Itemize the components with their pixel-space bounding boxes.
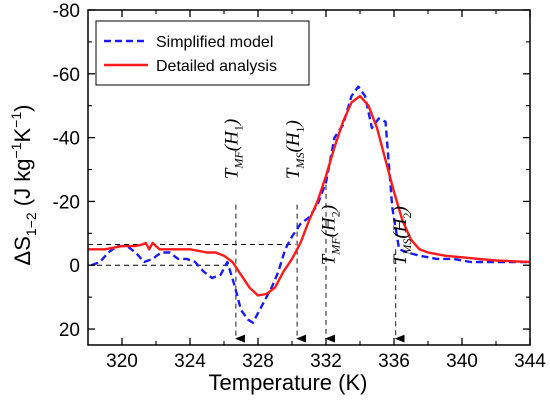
legend-label: Detailed analysis xyxy=(156,58,277,75)
y-tick-label: 20 xyxy=(59,320,80,341)
x-tick-label: 328 xyxy=(242,351,274,372)
axis-ticks: 320 324 328 332 336 340 344 -80 -60 -40 -20 0 20 xyxy=(53,1,547,372)
annotation-t-ms-h2: TMS(H2) xyxy=(390,206,414,265)
guide-lines xyxy=(88,175,405,343)
x-axis-title: Temperature (K) xyxy=(209,370,368,395)
annotation-t-mf-h2: TMF(H2) xyxy=(319,205,343,265)
x-tick-label: 320 xyxy=(106,351,138,372)
legend-box xyxy=(95,20,310,86)
legend: Simplified model Detailed analysis xyxy=(95,20,310,86)
series-line-2 xyxy=(88,94,531,297)
annotation-t-ms-h1: TMS(H1) xyxy=(283,120,307,179)
annotations: TMF(H1) TMS(H1) TMF(H2) TMS(H2) xyxy=(222,119,414,265)
y-axis-title: ΔS1−2 (J kg−1K−1) xyxy=(8,105,39,266)
x-tick-label: 324 xyxy=(174,351,206,372)
x-tick-label: 340 xyxy=(446,351,478,372)
y-tick-label: -40 xyxy=(53,129,80,150)
y-tick-label: -80 xyxy=(53,1,80,22)
legend-label: Simplified model xyxy=(156,34,273,51)
series-line-1 xyxy=(90,85,530,324)
x-tick-label: 336 xyxy=(378,351,410,372)
x-tick-label: 332 xyxy=(310,351,342,372)
plot-frame xyxy=(87,9,531,346)
series-layer xyxy=(88,85,531,324)
y-tick-label: -20 xyxy=(53,192,80,213)
y-tick-label: -60 xyxy=(53,65,80,86)
x-tick-label: 344 xyxy=(514,351,546,372)
y-tick-label: 0 xyxy=(69,256,80,277)
annotation-t-mf-h1: TMF(H1) xyxy=(222,119,246,179)
